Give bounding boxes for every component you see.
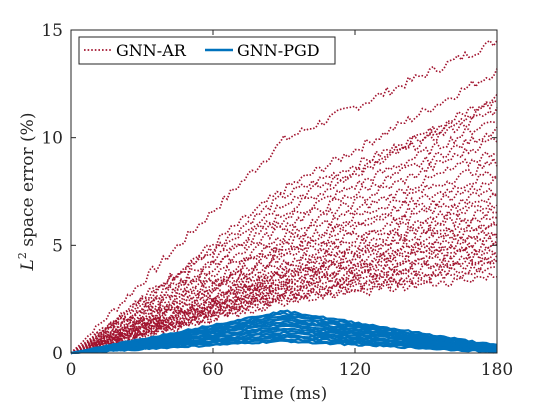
- series-line-gnn-ar: [70, 94, 498, 354]
- series-line-gnn-ar: [70, 221, 498, 354]
- series-line-gnn-ar: [70, 120, 498, 354]
- series-line-gnn-ar: [70, 126, 498, 354]
- x-tick-label: 60: [202, 360, 224, 380]
- series-line-gnn-ar: [70, 187, 498, 354]
- y-axis-title-superscript: 2: [16, 252, 29, 259]
- y-tick-label: 5: [52, 236, 63, 256]
- series-line-gnn-ar: [70, 271, 498, 354]
- y-tick-label: 0: [52, 344, 63, 364]
- x-axis-title: Time (ms): [241, 384, 327, 404]
- legend-label-gnn-ar: GNN-AR: [116, 41, 187, 60]
- y-axis-title-rest: space error (%): [18, 113, 38, 253]
- ticks-layer: 0 60 120 180 0 5 10 15: [41, 21, 513, 380]
- legend-label-gnn-pgd: GNN-PGD: [237, 41, 320, 60]
- series-line-gnn-ar: [70, 137, 498, 354]
- x-tick-label: 180: [481, 360, 513, 380]
- series-line-gnn-ar: [70, 259, 498, 354]
- series-layer: [70, 39, 498, 355]
- series-line-gnn-pgd: [70, 337, 498, 355]
- series-line-gnn-ar: [70, 68, 498, 354]
- y-tick-label: 10: [41, 129, 63, 149]
- series-line-gnn-ar: [70, 266, 498, 354]
- series-line-gnn-ar: [70, 107, 498, 354]
- legend: GNN-AR GNN-PGD: [78, 36, 336, 65]
- y-tick-label: 15: [41, 21, 63, 41]
- series-line-gnn-ar: [70, 242, 498, 354]
- series-line-gnn-pgd: [70, 339, 498, 355]
- x-tick-label: 0: [66, 360, 77, 380]
- axes-layer: [70, 29, 498, 354]
- series-line-gnn-ar: [70, 150, 498, 354]
- x-tick-label: 120: [339, 360, 371, 380]
- series-line-gnn-ar: [70, 230, 498, 354]
- y-axis-title-main: L: [18, 259, 38, 271]
- y-axis-title: L2 space error (%): [16, 113, 38, 272]
- plot-frame: [70, 29, 498, 354]
